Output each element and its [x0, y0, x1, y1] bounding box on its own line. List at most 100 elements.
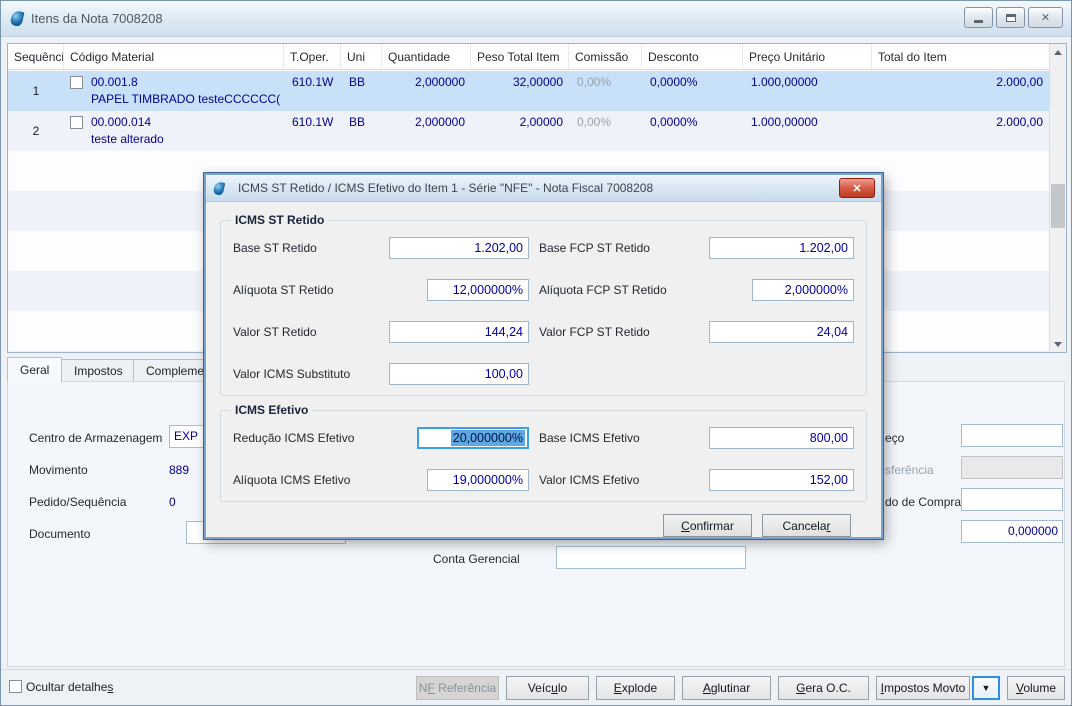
- volume-button[interactable]: Volume: [1007, 676, 1065, 700]
- minimize-button[interactable]: [964, 7, 993, 28]
- transferencia-input: [961, 456, 1063, 479]
- impostos-movto-button[interactable]: Impostos Movto: [876, 676, 970, 700]
- documento-label: Documento: [29, 527, 91, 541]
- conta-gerencial-label: Conta Gerencial: [433, 552, 520, 566]
- confirmar-button[interactable]: Confirmar: [663, 514, 752, 537]
- icms-dialog: ICMS ST Retido / ICMS Efetivo do Item 1 …: [203, 172, 884, 540]
- transferencia-label-fragment: sferência: [885, 463, 934, 477]
- valor-st-retido-input[interactable]: 144,24: [389, 321, 529, 343]
- base-icms-efetivo-input[interactable]: 800,00: [709, 427, 854, 449]
- impostos-movto-dropdown-button[interactable]: ▼: [972, 676, 1000, 700]
- group-icms-st-retido-title: ICMS ST Retido: [231, 213, 329, 227]
- movimento-label: Movimento: [29, 463, 88, 477]
- table-row-1[interactable]: 1 00.001.8 PAPEL TIMBRADO testeCCCCCC( 6…: [8, 71, 1049, 111]
- reducao-icms-efetivo-input[interactable]: 20,000000%: [417, 427, 529, 449]
- pedido-compra-input[interactable]: [961, 488, 1063, 511]
- col-header-quantidade[interactable]: Quantidade: [382, 44, 471, 69]
- preco-label-fragment: eço: [885, 431, 905, 445]
- valor-icms-efetivo-input[interactable]: 152,00: [709, 469, 854, 491]
- valor-icms-substituto-label: Valor ICMS Substituto: [233, 367, 351, 381]
- col-header-toper[interactable]: T.Oper.: [284, 44, 341, 69]
- row1-description: PAPEL TIMBRADO testeCCCCCC(: [91, 92, 281, 106]
- table-row-2[interactable]: 2 00.000.014 teste alterado 610.1W BB 2,…: [8, 111, 1049, 151]
- decimal-value-input[interactable]: 0,000000: [961, 520, 1063, 543]
- row1-toper: 610.1W: [292, 75, 334, 89]
- col-header-desconto[interactable]: Desconto: [642, 44, 743, 69]
- base-st-retido-label: Base ST Retido: [233, 241, 317, 255]
- dropdown-arrow-icon: ▼: [981, 683, 991, 693]
- aliquota-icms-efetivo-input[interactable]: 19,000000%: [427, 469, 529, 491]
- valor-fcp-st-retido-input[interactable]: 24,04: [709, 321, 854, 343]
- col-header-total-item[interactable]: Total do Item: [872, 44, 1066, 69]
- col-header-peso-total[interactable]: Peso Total Item: [471, 44, 569, 69]
- valor-fcp-st-retido-label: Valor FCP ST Retido: [539, 325, 650, 339]
- row2-comissao: 0,00%: [577, 115, 612, 129]
- row2-checkbox[interactable]: [70, 115, 83, 129]
- scroll-up-button[interactable]: [1050, 44, 1066, 60]
- row1-checkbox[interactable]: [70, 75, 83, 89]
- group-icms-efetivo: ICMS Efetivo Redução ICMS Efetivo 20,000…: [220, 403, 867, 502]
- pedido-sequencia-label: Pedido/Sequência: [29, 495, 127, 509]
- row2-material: 00.000.014 teste alterado: [64, 111, 284, 151]
- row1-total: 2.000,00: [996, 75, 1043, 89]
- row1-uni: BB: [349, 75, 366, 89]
- row1-quantidade: 2,000000: [414, 75, 465, 89]
- row2-total: 2.000,00: [996, 115, 1043, 129]
- scroll-thumb[interactable]: [1051, 184, 1065, 228]
- restore-button[interactable]: [996, 7, 1025, 28]
- aliquota-st-retido-input[interactable]: 12,000000%: [427, 279, 529, 301]
- col-header-sequencia[interactable]: Sequência: [8, 44, 64, 69]
- row1-desconto: 0,0000%: [650, 75, 698, 89]
- gera-oc-button[interactable]: Gera O.C.: [778, 676, 869, 700]
- vertical-scrollbar[interactable]: [1049, 44, 1066, 352]
- row2-preco-unitario: 1.000,00000: [751, 115, 818, 129]
- scroll-down-button[interactable]: [1050, 336, 1066, 352]
- base-fcp-st-retido-label: Base FCP ST Retido: [539, 241, 650, 255]
- aliquota-fcp-st-retido-label: Alíquota FCP ST Retido: [539, 283, 667, 297]
- ocultar-detalhes-checkbox[interactable]: [9, 680, 22, 693]
- movimento-value: 889: [169, 463, 190, 477]
- restore-icon: [1005, 13, 1016, 22]
- aglutinar-button[interactable]: Aglutinar: [682, 676, 771, 700]
- base-icms-efetivo-label: Base ICMS Efetivo: [539, 431, 640, 445]
- row2-seq: 2: [32, 124, 40, 138]
- reducao-icms-efetivo-label: Redução ICMS Efetivo: [233, 431, 355, 445]
- preco-input[interactable]: [961, 424, 1063, 447]
- row2-quantidade: 2,000000: [414, 115, 465, 129]
- group-icms-st-retido: ICMS ST Retido Base ST Retido 1.202,00 B…: [220, 213, 867, 396]
- row1-material: 00.001.8 PAPEL TIMBRADO testeCCCCCC(: [64, 71, 284, 111]
- cancelar-button[interactable]: Cancelar: [762, 514, 851, 537]
- col-header-codigo-material[interactable]: Código Material: [64, 44, 284, 69]
- col-header-comissao[interactable]: Comissão: [569, 44, 642, 69]
- dialog-title: ICMS ST Retido / ICMS Efetivo do Item 1 …: [238, 181, 654, 195]
- explode-button[interactable]: Explode: [596, 676, 675, 700]
- row2-peso: 2,00000: [519, 115, 563, 129]
- col-header-uni[interactable]: Uni: [341, 44, 382, 69]
- conta-gerencial-input[interactable]: [556, 546, 746, 569]
- dialog-close-icon: ✕: [852, 182, 862, 195]
- app-drop-icon: [9, 9, 25, 28]
- base-st-retido-input[interactable]: 1.202,00: [389, 237, 529, 259]
- dialog-close-button[interactable]: ✕: [839, 178, 875, 198]
- grid-header: Sequência Código Material T.Oper. Uni Qu…: [8, 44, 1066, 70]
- tab-geral[interactable]: Geral: [7, 357, 63, 382]
- aliquota-fcp-st-retido-input[interactable]: 2,000000%: [752, 279, 854, 301]
- base-fcp-st-retido-input[interactable]: 1.202,00: [709, 237, 854, 259]
- row1-preco-unitario: 1.000,00000: [751, 75, 818, 89]
- valor-icms-substituto-input[interactable]: 100,00: [389, 363, 529, 385]
- close-button[interactable]: ✕: [1028, 7, 1063, 28]
- aliquota-st-retido-label: Alíquota ST Retido: [233, 283, 334, 297]
- row1-code: 00.001.8: [91, 75, 138, 89]
- pedido-compra-label-fragment: do de Compra: [885, 495, 962, 509]
- veiculo-button[interactable]: Veículo: [506, 676, 589, 700]
- col-header-preco-unitario[interactable]: Preço Unitário: [743, 44, 872, 69]
- nf-referencia-button: NF Referência: [416, 676, 499, 700]
- row2-uni: BB: [349, 115, 366, 129]
- group-icms-efetivo-title: ICMS Efetivo: [231, 403, 313, 417]
- row1-comissao: 0,00%: [577, 75, 612, 89]
- row2-description: teste alterado: [91, 132, 164, 146]
- row1-peso: 32,00000: [512, 75, 563, 89]
- row2-desconto: 0,0000%: [650, 115, 698, 129]
- window-title: Itens da Nota 7008208: [31, 11, 163, 26]
- tab-impostos[interactable]: Impostos: [61, 359, 136, 382]
